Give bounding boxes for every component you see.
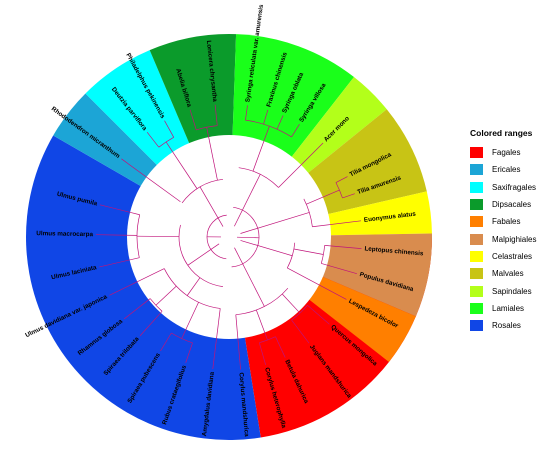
branch-segment [187, 243, 220, 266]
branch-segment [324, 245, 362, 249]
legend-swatch [470, 285, 483, 297]
branch-segment [342, 193, 355, 199]
branch-segment [240, 212, 310, 234]
branch-segment [234, 247, 265, 307]
branch-segment [235, 314, 241, 370]
branch-segment [185, 342, 193, 363]
branch-segment [258, 342, 266, 365]
legend-label: Sapindales [492, 286, 532, 296]
branch-segment [335, 176, 348, 183]
legend-item: Sapindales [470, 282, 548, 299]
branch-segment [234, 174, 261, 227]
branch-arc [231, 206, 260, 268]
branch-segment [99, 204, 140, 216]
legend-label: Ericales [492, 165, 521, 175]
branch-segment [321, 263, 357, 274]
legend-title: Colored ranges [470, 128, 533, 138]
legend-label: Fagales [492, 148, 521, 158]
legend-label: Saxifragales [492, 182, 537, 192]
branch-segment [109, 268, 165, 296]
legend-item: Rosales [470, 317, 548, 334]
legend-swatch [470, 181, 483, 193]
branch-segment [278, 142, 324, 188]
branch-segment [165, 141, 198, 189]
legend-label: Fabales [492, 217, 521, 227]
legend-item: Lamiales [470, 300, 548, 317]
legend-items: Fagales Ericales Saxifragales Dipsacales… [470, 144, 548, 334]
legend-item: Malvales [470, 265, 548, 282]
branch-segment [293, 248, 324, 255]
legend-label: Lamiales [492, 303, 525, 313]
branch-segment [199, 186, 224, 227]
branch-segment [155, 285, 177, 306]
branch-segment [189, 109, 197, 130]
legend-swatch [470, 302, 483, 314]
legend-label: Malvales [492, 269, 524, 279]
legend-item: Malpighiales [470, 230, 548, 247]
legend-swatch [470, 320, 483, 332]
branch-segment [276, 115, 284, 130]
legend: Colored ranges Fagales Ericales Saxifrag… [470, 128, 548, 334]
branch-arc [286, 242, 296, 269]
leaf-label: Ulmus macrocarpa [36, 230, 93, 238]
branch-segment [252, 126, 270, 172]
legend-label: Celastrales [492, 251, 533, 261]
legend-swatch [470, 268, 483, 280]
branch-segment [181, 302, 199, 339]
branch-segment [240, 240, 293, 257]
branch-segment [312, 220, 362, 228]
branch-segment [275, 336, 286, 358]
branch-segment [245, 105, 248, 121]
branch-segment [255, 309, 268, 341]
legend-swatch [470, 216, 483, 228]
legend-label: Malpighiales [492, 234, 537, 244]
branch-segment [281, 293, 301, 314]
branch-segment [99, 257, 140, 268]
branch-arc [259, 336, 276, 344]
tree-branches [96, 104, 362, 370]
legend-swatch [470, 164, 483, 176]
branch-segment [186, 277, 201, 296]
branch-segment [123, 298, 151, 320]
legend-item: Celastrales [470, 248, 548, 265]
legend-swatch [470, 199, 483, 211]
branch-segment [139, 311, 163, 337]
branch-segment [287, 267, 347, 300]
branch-segment [206, 127, 218, 181]
branch-segment [212, 308, 221, 370]
branch-segment [164, 120, 175, 138]
legend-swatch [470, 147, 483, 159]
legend-swatch [470, 233, 483, 245]
branch-arc [291, 305, 308, 321]
legend-item: Fabales [470, 213, 548, 230]
branch-segment [263, 109, 269, 125]
branch-segment [146, 131, 160, 148]
legend-item: Ericales [470, 161, 548, 178]
branch-segment [121, 158, 181, 203]
branch-segment [96, 234, 138, 236]
branch-arc [245, 119, 292, 138]
branch-arc [158, 136, 174, 148]
branch-segment [307, 304, 330, 325]
legend-item: Dipsacales [470, 196, 548, 213]
branch-arc [196, 125, 218, 131]
branch-segment [291, 124, 300, 138]
legend-item: Saxifragales [470, 179, 548, 196]
branch-arc [320, 245, 325, 264]
legend-swatch [470, 250, 483, 262]
legend-item: Fagales [470, 144, 548, 161]
branch-segment [160, 332, 172, 352]
branch-segment [214, 104, 218, 126]
branch-segment [306, 189, 340, 205]
legend-label: Dipsacales [492, 200, 532, 210]
branch-segment [236, 236, 259, 239]
legend-label: Rosales [492, 321, 521, 331]
branch-segment [291, 319, 310, 344]
